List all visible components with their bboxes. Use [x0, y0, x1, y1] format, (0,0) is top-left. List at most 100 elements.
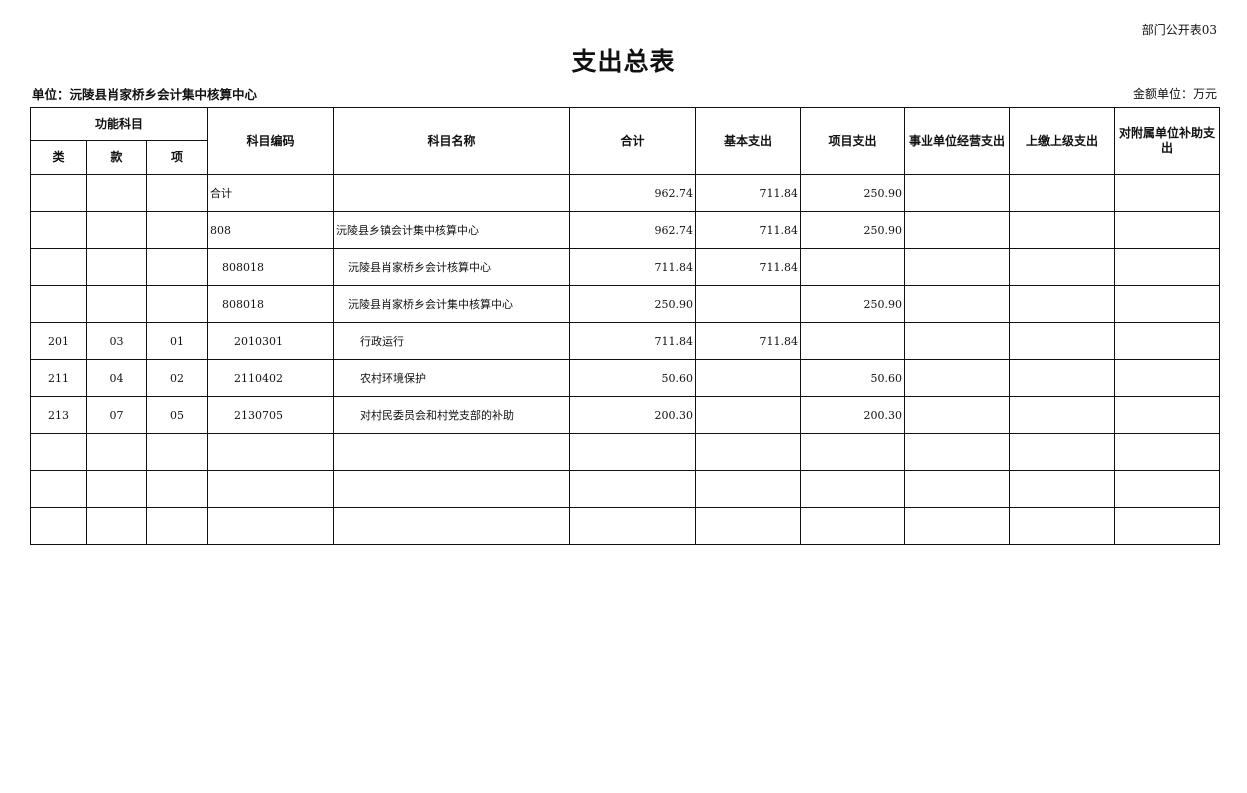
cell-subsidy-to-affiliates: [1114, 248, 1220, 286]
cell-subsidy-to-affiliates: [1114, 174, 1220, 212]
table-row: [30, 433, 1220, 471]
cell-subsidy-to-affiliates: [1114, 396, 1220, 434]
cell-item: [146, 470, 208, 508]
cell-remit-to-superior: [1009, 470, 1115, 508]
cell-total: 250.90: [569, 285, 696, 323]
cell-section: [86, 174, 147, 212]
cell-subject-code: 2130705: [207, 396, 334, 434]
cell-class: 211: [30, 359, 87, 397]
header-item: 项: [146, 140, 208, 175]
cell-project-expenditure: [800, 433, 905, 471]
table-row: 808018 沅陵县肖家桥乡会计集中核算中心 250.90 250.90: [30, 285, 1220, 323]
cell-item: [146, 285, 208, 323]
cell-remit-to-superior: [1009, 211, 1115, 249]
cell-subject-name: [333, 507, 570, 545]
cell-item: [146, 248, 208, 286]
cell-class: [30, 433, 87, 471]
cell-subject-name: 对村民委员会和村党支部的补助: [333, 396, 570, 434]
cell-enterprise-operation: [904, 507, 1010, 545]
cell-subsidy-to-affiliates: [1114, 470, 1220, 508]
cell-enterprise-operation: [904, 211, 1010, 249]
cell-subsidy-to-affiliates: [1114, 285, 1220, 323]
cell-class: [30, 174, 87, 212]
cell-subject-code: 合计: [207, 174, 334, 212]
cell-class: 213: [30, 396, 87, 434]
cell-basic-expenditure: 711.84: [695, 211, 801, 249]
expenditure-table: 功能科目 科目编码 科目名称 合计 基本支出 项目支出 事业单位经营支出 上缴上…: [30, 107, 1220, 545]
table-row: 201 03 01 2010301 行政运行 711.84 711.84: [30, 322, 1220, 360]
cell-class: [30, 211, 87, 249]
cell-remit-to-superior: [1009, 322, 1115, 360]
cell-item: 05: [146, 396, 208, 434]
cell-remit-to-superior: [1009, 507, 1115, 545]
cell-enterprise-operation: [904, 396, 1010, 434]
table-body: 合计 962.74 711.84 250.90 808 沅陵县乡镇会计集中核算中心 962.…: [30, 174, 1220, 545]
cell-section: [86, 470, 147, 508]
cell-subject-name: 农村环境保护: [333, 359, 570, 397]
header-subsidy-to-affiliates: 对附属单位补助支出: [1114, 107, 1220, 175]
cell-item: [146, 174, 208, 212]
cell-item: [146, 433, 208, 471]
cell-subject-code: 808018: [207, 248, 334, 286]
cell-class: [30, 470, 87, 508]
cell-remit-to-superior: [1009, 396, 1115, 434]
cell-remit-to-superior: [1009, 248, 1115, 286]
cell-basic-expenditure: [695, 470, 801, 508]
cell-subject-name: [333, 174, 570, 212]
cell-remit-to-superior: [1009, 174, 1115, 212]
cell-enterprise-operation: [904, 359, 1010, 397]
header-section: 款: [86, 140, 147, 175]
cell-subject-name: [333, 433, 570, 471]
cell-section: [86, 248, 147, 286]
cell-remit-to-superior: [1009, 285, 1115, 323]
cell-enterprise-operation: [904, 322, 1010, 360]
cell-subsidy-to-affiliates: [1114, 433, 1220, 471]
cell-project-expenditure: 50.60: [800, 359, 905, 397]
header-subject-code: 科目编码: [207, 107, 334, 175]
cell-subject-code: [207, 470, 334, 508]
cell-enterprise-operation: [904, 470, 1010, 508]
cell-item: 01: [146, 322, 208, 360]
cell-subject-name: 沅陵县肖家桥乡会计核算中心: [333, 248, 570, 286]
cell-subsidy-to-affiliates: [1114, 211, 1220, 249]
cell-subject-name: [333, 470, 570, 508]
cell-total: 711.84: [569, 322, 696, 360]
cell-project-expenditure: [800, 507, 905, 545]
cell-project-expenditure: 200.30: [800, 396, 905, 434]
header-subject-name: 科目名称: [333, 107, 570, 175]
cell-project-expenditure: [800, 322, 905, 360]
cell-remit-to-superior: [1009, 433, 1115, 471]
cell-basic-expenditure: [695, 359, 801, 397]
cell-class: 201: [30, 322, 87, 360]
cell-item: 02: [146, 359, 208, 397]
table-row: 808018 沅陵县肖家桥乡会计核算中心 711.84 711.84: [30, 248, 1220, 286]
cell-enterprise-operation: [904, 285, 1010, 323]
cell-section: [86, 211, 147, 249]
cell-subject-code: 2010301: [207, 322, 334, 360]
cell-section: [86, 285, 147, 323]
cell-subsidy-to-affiliates: [1114, 359, 1220, 397]
cell-remit-to-superior: [1009, 359, 1115, 397]
cell-section: 07: [86, 396, 147, 434]
cell-subject-name: 行政运行: [333, 322, 570, 360]
cell-basic-expenditure: 711.84: [695, 248, 801, 286]
cell-subject-code: 808018: [207, 285, 334, 323]
header-total: 合计: [569, 107, 696, 175]
cell-subject-name: 沅陵县乡镇会计集中核算中心: [333, 211, 570, 249]
cell-item: [146, 507, 208, 545]
cell-enterprise-operation: [904, 248, 1010, 286]
cell-total: 962.74: [569, 174, 696, 212]
cell-item: [146, 211, 208, 249]
cell-project-expenditure: 250.90: [800, 174, 905, 212]
table-row: 211 04 02 2110402 农村环境保护 50.60 50.60: [30, 359, 1220, 397]
cell-section: [86, 507, 147, 545]
cell-total: [569, 470, 696, 508]
cell-project-expenditure: 250.90: [800, 211, 905, 249]
header-enterprise-operation: 事业单位经营支出: [904, 107, 1010, 175]
cell-total: 50.60: [569, 359, 696, 397]
cell-basic-expenditure: [695, 396, 801, 434]
cell-subsidy-to-affiliates: [1114, 322, 1220, 360]
cell-basic-expenditure: [695, 285, 801, 323]
cell-subsidy-to-affiliates: [1114, 507, 1220, 545]
cell-class: [30, 507, 87, 545]
